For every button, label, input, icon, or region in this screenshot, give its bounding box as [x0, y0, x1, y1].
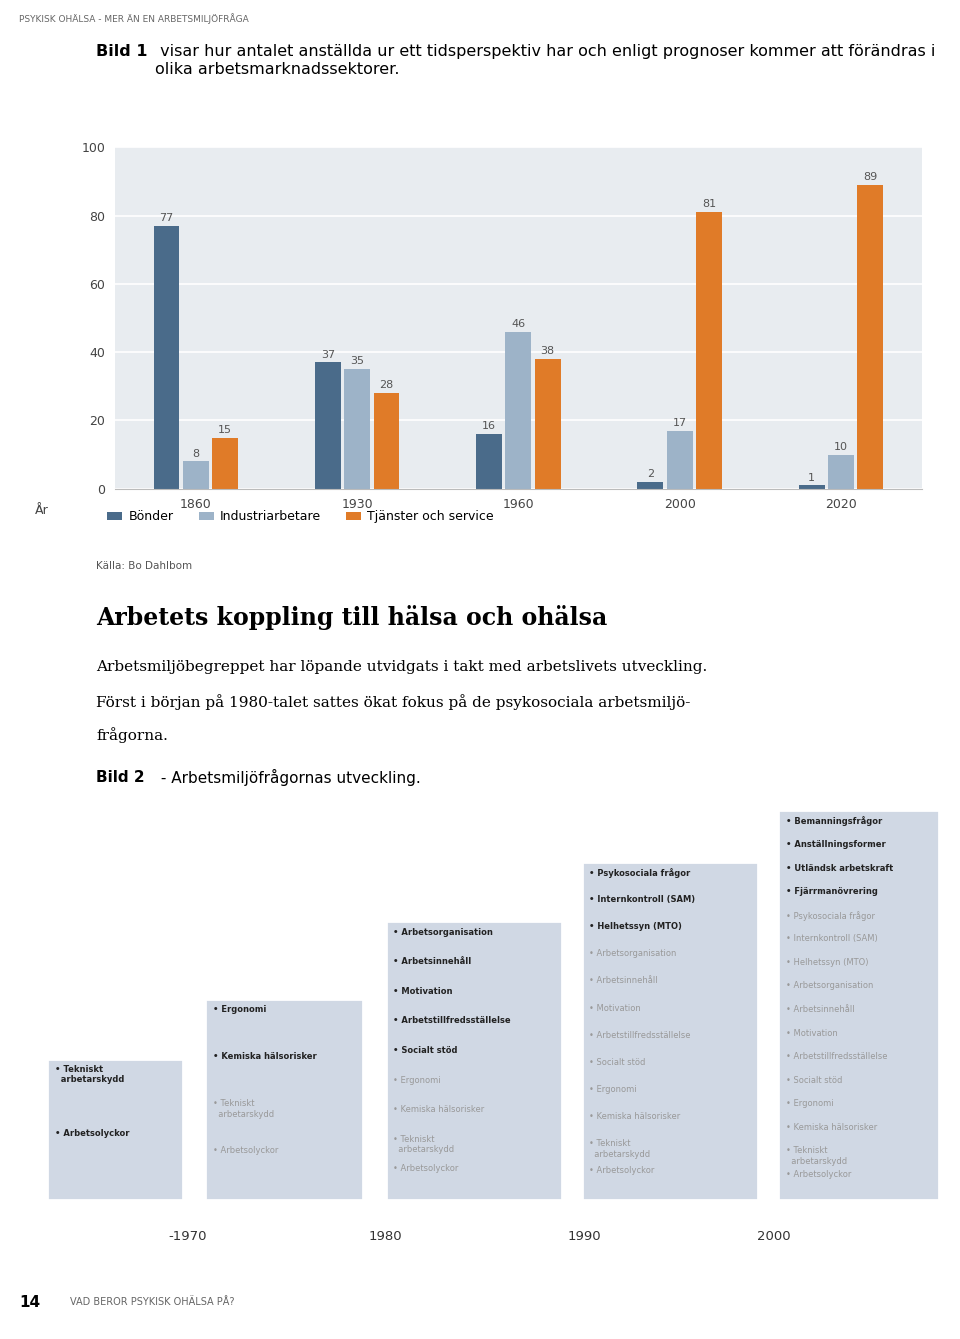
Text: • Tekniskt
  arbetarskydd: • Tekniskt arbetarskydd	[588, 1139, 650, 1158]
Bar	[696, 212, 722, 489]
Text: 2: 2	[647, 469, 654, 479]
Text: • Internkontroll (SAM): • Internkontroll (SAM)	[588, 894, 695, 904]
Bar	[47, 1059, 182, 1200]
Text: • Arbetsolyckor: • Arbetsolyckor	[55, 1129, 130, 1138]
Bar	[506, 332, 531, 489]
Text: • Arbetsorganisation: • Arbetsorganisation	[785, 981, 873, 991]
Text: PSYKISK OHÄLSA - MER ÄN EN ARBETSMILJÖFRÅGA: PSYKISK OHÄLSA - MER ÄN EN ARBETSMILJÖFR…	[19, 13, 249, 24]
Text: • Ergonomi: • Ergonomi	[393, 1075, 441, 1085]
Text: 28: 28	[379, 380, 394, 391]
Text: • Arbetstillfredsställelse: • Arbetstillfredsställelse	[393, 1016, 511, 1026]
Text: 1: 1	[808, 473, 815, 482]
Text: 10: 10	[834, 442, 848, 451]
Text: Arbetets koppling till hälsa och ohälsa: Arbetets koppling till hälsa och ohälsa	[96, 605, 608, 631]
Text: • Arbetsolyckor: • Arbetsolyckor	[212, 1146, 278, 1156]
Text: • Socialt stöd: • Socialt stöd	[393, 1046, 458, 1055]
Text: • Arbetsolyckor: • Arbetsolyckor	[393, 1164, 459, 1173]
Text: • Anställningsformer: • Anställningsformer	[785, 840, 885, 849]
Text: • Helhetssyn (MTO): • Helhetssyn (MTO)	[785, 957, 868, 967]
Text: • Ergonomi: • Ergonomi	[212, 1006, 266, 1014]
Text: 38: 38	[540, 347, 555, 356]
Text: • Socialt stöd: • Socialt stöd	[588, 1058, 645, 1067]
Text: Arbetsmiljöbegreppet har löpande utvidgats i takt med arbetslivets utveckling.: Arbetsmiljöbegreppet har löpande utvidga…	[96, 660, 708, 674]
Text: • Arbetsolyckor: • Arbetsolyckor	[588, 1166, 654, 1176]
Text: • Tekniskt
  arbetarskydd: • Tekniskt arbetarskydd	[212, 1099, 274, 1118]
Text: Bild 1: Bild 1	[96, 44, 148, 59]
Bar	[205, 999, 363, 1200]
Text: Källa: Bo Dahlbom: Källa: Bo Dahlbom	[96, 561, 192, 572]
Text: • Fjärrmanövrering: • Fjärrmanövrering	[785, 888, 877, 896]
Text: 2000: 2000	[757, 1231, 791, 1243]
Text: • Socialt stöd: • Socialt stöd	[785, 1075, 842, 1085]
Text: 14: 14	[19, 1295, 40, 1310]
Text: • Tekniskt
  arbetarskydd: • Tekniskt arbetarskydd	[393, 1134, 454, 1154]
Text: • Motivation: • Motivation	[785, 1028, 837, 1038]
Text: 46: 46	[512, 319, 525, 329]
Legend: Bönder, Industriarbetare, Tjänster och service: Bönder, Industriarbetare, Tjänster och s…	[103, 505, 499, 529]
Bar	[154, 226, 180, 489]
Bar	[828, 455, 853, 489]
Bar	[799, 485, 825, 489]
Text: 37: 37	[321, 349, 335, 360]
Text: • Helhetssyn (MTO): • Helhetssyn (MTO)	[588, 923, 682, 931]
Text: • Motivation: • Motivation	[588, 1004, 640, 1012]
Text: 17: 17	[673, 418, 686, 428]
Bar	[637, 482, 663, 489]
Text: VAD BEROR PSYKISK OHÄLSA PÅ?: VAD BEROR PSYKISK OHÄLSA PÅ?	[70, 1297, 234, 1307]
Text: • Kemiska hälsorisker: • Kemiska hälsorisker	[393, 1105, 484, 1114]
Text: - Arbetsmiljöfrågornas utveckling.: - Arbetsmiljöfrågornas utveckling.	[156, 769, 421, 786]
Text: År: År	[35, 505, 48, 517]
Text: • Arbetsinnehåll: • Arbetsinnehåll	[785, 1006, 854, 1014]
Text: • Motivation: • Motivation	[393, 987, 452, 996]
Bar	[373, 394, 399, 489]
Text: • Arbetsorganisation: • Arbetsorganisation	[393, 928, 492, 937]
Text: • Ergonomi: • Ergonomi	[588, 1085, 636, 1094]
Text: • Tekniskt
  arbetarskydd: • Tekniskt arbetarskydd	[785, 1146, 847, 1166]
Bar	[582, 861, 757, 1200]
Bar	[857, 185, 883, 489]
Text: -1970: -1970	[168, 1231, 206, 1243]
Text: • Kemiska hälsorisker: • Kemiska hälsorisker	[588, 1113, 680, 1121]
Bar	[779, 810, 939, 1200]
Text: frågorna.: frågorna.	[96, 727, 168, 743]
Bar	[345, 370, 370, 489]
Text: • Tekniskt
  arbetarskydd: • Tekniskt arbetarskydd	[55, 1065, 124, 1085]
Text: 81: 81	[702, 200, 716, 209]
Text: 77: 77	[159, 213, 174, 224]
Text: Först i början på 1980-talet sattes ökat fokus på de psykosociala arbetsmiljö-: Först i början på 1980-talet sattes ökat…	[96, 694, 690, 710]
Bar	[535, 359, 561, 489]
Text: • Kemiska hälsorisker: • Kemiska hälsorisker	[212, 1052, 316, 1062]
Text: • Kemiska hälsorisker: • Kemiska hälsorisker	[785, 1123, 876, 1131]
Text: • Arbetsolyckor: • Arbetsolyckor	[785, 1170, 851, 1180]
Text: Bild 2: Bild 2	[96, 770, 145, 785]
Bar	[667, 431, 692, 489]
Text: 16: 16	[482, 422, 496, 431]
Text: • Arbetstillfredsställelse: • Arbetstillfredsställelse	[785, 1052, 887, 1062]
Text: 1980: 1980	[369, 1231, 402, 1243]
Text: • Ergonomi: • Ergonomi	[785, 1099, 833, 1109]
Text: 8: 8	[192, 449, 200, 459]
Text: • Internkontroll (SAM): • Internkontroll (SAM)	[785, 935, 877, 944]
Text: 35: 35	[350, 356, 364, 367]
Text: • Arbetsorganisation: • Arbetsorganisation	[588, 949, 676, 959]
Text: • Utländsk arbetskraft: • Utländsk arbetskraft	[785, 864, 893, 873]
Bar	[315, 363, 341, 489]
Bar	[212, 438, 238, 489]
Text: • Arbetsinnehåll: • Arbetsinnehåll	[588, 976, 658, 986]
Text: • Arbetsinnehåll: • Arbetsinnehåll	[393, 957, 471, 967]
Text: visar hur antalet anställda ur ett tidsperspektiv har och enligt prognoser komme: visar hur antalet anställda ur ett tidsp…	[155, 44, 935, 76]
Text: • Psykosociala frågor: • Psykosociala frågor	[785, 911, 875, 921]
Text: 15: 15	[218, 424, 232, 435]
Bar	[386, 921, 562, 1200]
Text: 1990: 1990	[567, 1231, 601, 1243]
Text: • Bemanningsfrågor: • Bemanningsfrågor	[785, 817, 882, 826]
Bar	[476, 434, 502, 489]
Bar	[183, 462, 208, 489]
Text: • Psykosociala frågor: • Psykosociala frågor	[588, 868, 690, 878]
Text: • Arbetstillfredsställelse: • Arbetstillfredsställelse	[588, 1031, 690, 1040]
Text: 89: 89	[863, 173, 877, 182]
